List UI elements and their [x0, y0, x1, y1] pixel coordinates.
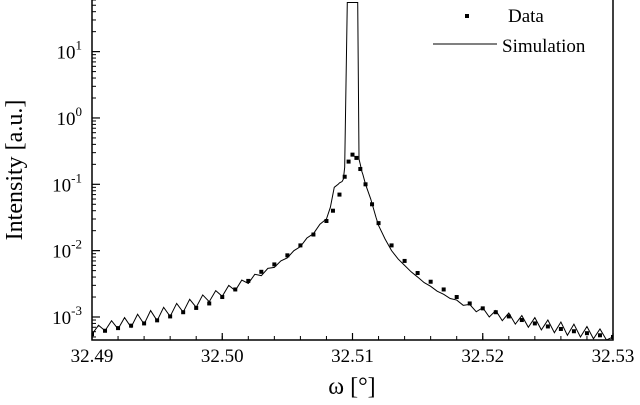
data-point — [311, 232, 316, 237]
data-point — [220, 295, 225, 300]
data-point — [324, 218, 329, 223]
y-axis-title: Intensity [a.u.] — [2, 100, 28, 241]
data-point — [155, 318, 160, 323]
data-point — [92, 332, 94, 337]
data-point — [233, 287, 238, 292]
legend: Data Simulation — [433, 6, 586, 57]
data-point — [402, 258, 407, 263]
y-tick-label: 101 — [57, 38, 83, 64]
data-point — [532, 321, 537, 326]
data-point — [506, 314, 511, 319]
data-point — [129, 323, 134, 328]
series-layer — [92, 2, 613, 340]
data-point — [207, 301, 212, 306]
y-tick-label: 10-3 — [52, 303, 82, 329]
legend-marker-data — [465, 14, 469, 18]
x-tick-label: 32.52 — [461, 346, 504, 367]
y-tick-label: 10-1 — [52, 170, 82, 196]
data-point — [519, 318, 524, 323]
y-axis: 10-3 10-2 10-1 100 101 — [52, 0, 100, 338]
data-point — [441, 287, 446, 292]
data-point — [480, 306, 485, 311]
data-point — [493, 310, 498, 315]
x-tick-label: 32.49 — [71, 346, 114, 367]
data-point — [611, 334, 613, 339]
y-tick-label: 10-2 — [52, 237, 82, 263]
data-point — [298, 243, 303, 248]
data-point — [181, 310, 186, 315]
data-point — [558, 326, 563, 331]
data-point — [272, 262, 277, 267]
legend-label-simulation: Simulation — [502, 36, 586, 57]
data-point — [571, 329, 576, 334]
data-point — [350, 152, 355, 157]
data-point — [103, 328, 108, 333]
x-axis: 32.49 32.50 32.51 32.52 32.53 — [71, 333, 635, 367]
simulation-line — [92, 2, 613, 340]
data-point — [194, 305, 199, 310]
data-point — [376, 221, 381, 226]
x-tick-label: 32.51 — [331, 346, 374, 367]
data-point — [168, 314, 173, 319]
data-point — [370, 202, 375, 207]
x-tick-label: 32.50 — [201, 346, 244, 367]
data-point — [415, 271, 420, 276]
data-point — [358, 167, 363, 172]
data-point — [142, 321, 147, 326]
data-point — [467, 301, 472, 306]
data-point — [259, 269, 264, 274]
data-point — [116, 326, 121, 331]
data-point — [584, 331, 589, 336]
data-point — [330, 208, 335, 213]
data-point — [354, 155, 359, 160]
data-point — [389, 243, 394, 248]
x-tick-label: 32.53 — [592, 346, 635, 367]
data-point — [545, 324, 550, 329]
data-point — [342, 174, 347, 179]
data-point — [246, 278, 251, 283]
data-point — [597, 333, 602, 338]
data-point — [454, 295, 459, 300]
y-tick-label: 100 — [57, 104, 83, 130]
x-axis-title: ω [°] — [328, 374, 375, 400]
data-point — [428, 279, 433, 284]
data-point — [346, 159, 351, 164]
data-point — [337, 192, 342, 197]
data-point — [285, 253, 290, 258]
legend-label-data: Data — [508, 6, 544, 27]
data-point — [363, 182, 368, 187]
